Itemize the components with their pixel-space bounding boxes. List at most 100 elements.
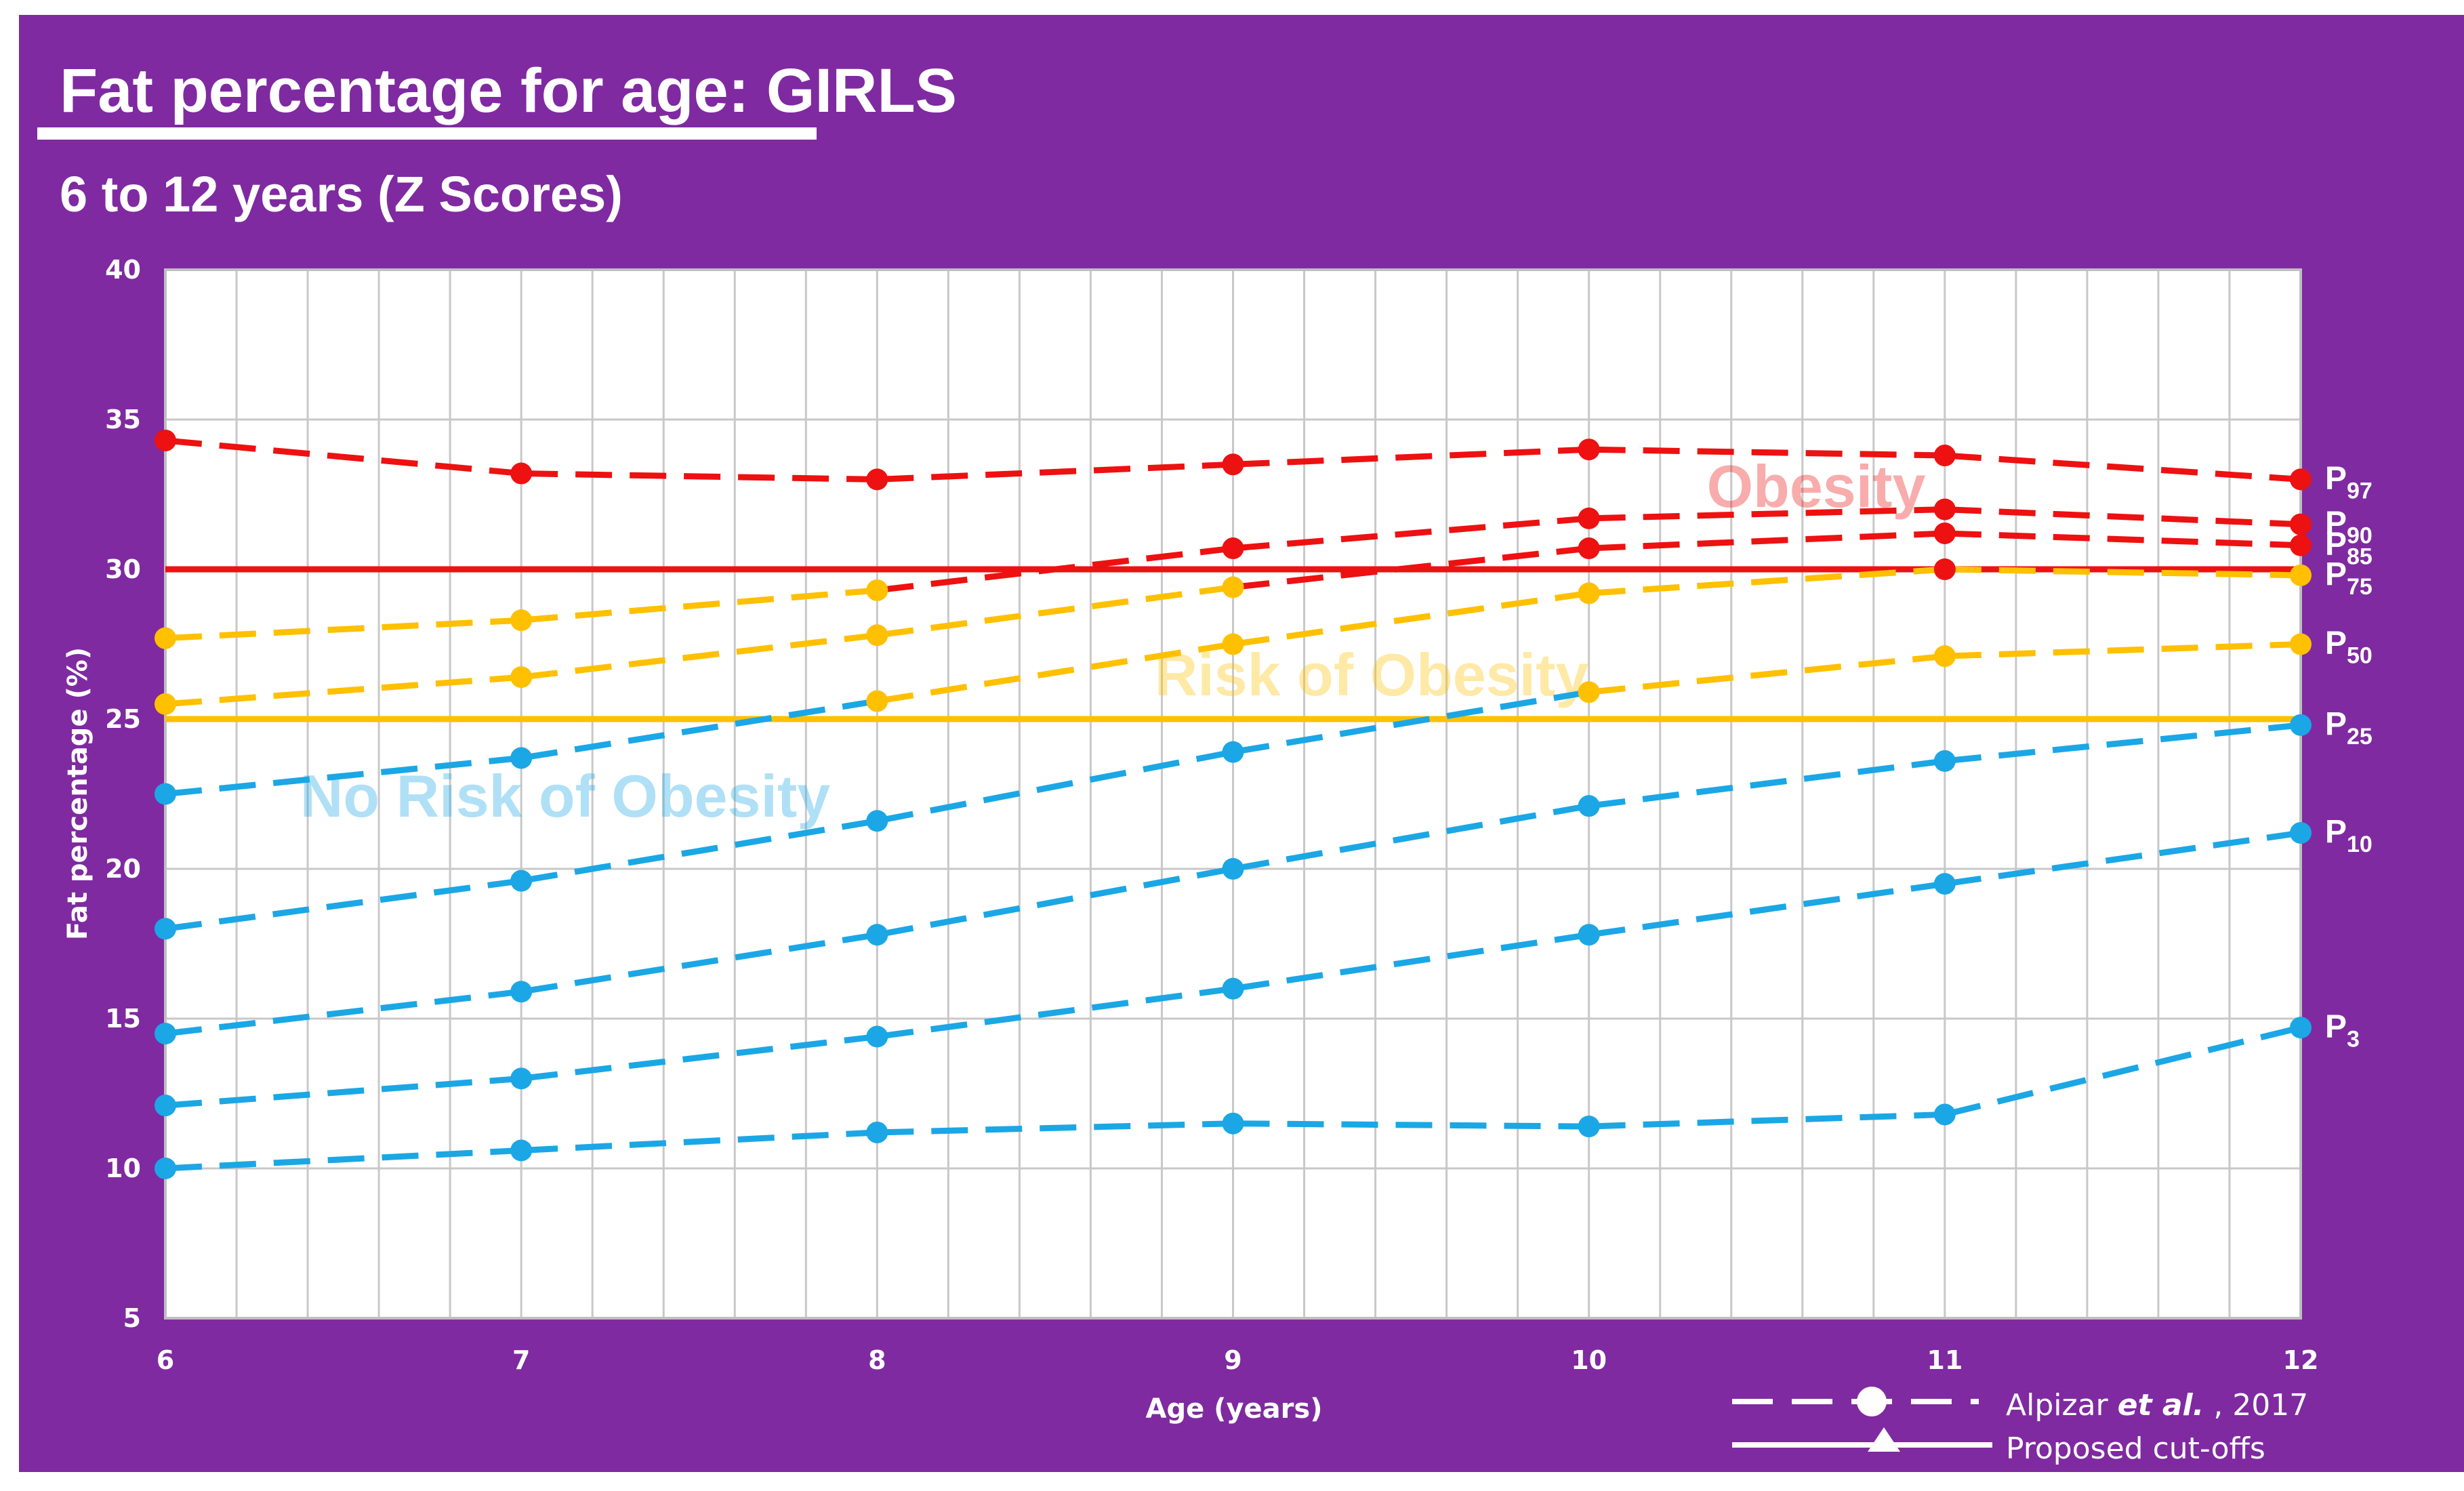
percentile-letter: P: [2325, 706, 2347, 742]
series-segment: [521, 470, 878, 483]
x-tick-label: 12: [2283, 1345, 2319, 1375]
series-segment: [520, 1034, 878, 1082]
data-point: [1933, 1103, 1956, 1126]
series-segment: [165, 1075, 522, 1109]
percentile-label-P75: P75: [2325, 556, 2373, 600]
legend-reference-author: Alpizar: [2006, 1388, 2118, 1423]
series-segment: [1588, 653, 1946, 695]
data-point: [510, 981, 533, 1003]
white-frame-bottom: [0, 1472, 2464, 1491]
series-segment: [1588, 566, 1946, 596]
series-segment: [1588, 506, 1945, 522]
series-P50: [155, 633, 2312, 940]
data-point: [155, 918, 176, 940]
y-tick-label: 15: [105, 1004, 141, 1034]
data-point: [1578, 795, 1600, 817]
data-point: [1933, 750, 1956, 772]
data-point: [2290, 633, 2312, 655]
x-tick-label: 11: [1927, 1345, 1963, 1375]
data-point: [510, 666, 533, 689]
y-tick-label: 10: [105, 1153, 141, 1183]
chart-title: Fat percentage for age: GIRLS: [60, 56, 957, 125]
series-segment: [1232, 689, 1590, 756]
percentile-letter: P: [2325, 626, 2347, 661]
white-frame-top: [0, 0, 2464, 15]
series-segment: [877, 461, 1233, 483]
data-point: [2290, 1017, 2312, 1039]
series-segment: [165, 754, 522, 797]
data-point: [2290, 513, 2312, 535]
series-segment: [1944, 452, 2301, 483]
data-point: [1578, 1116, 1600, 1138]
x-tick-label: 8: [868, 1345, 886, 1375]
data-point: [2290, 468, 2312, 491]
y-tick-label: 25: [105, 704, 141, 734]
series-segment: [520, 931, 878, 995]
series-segment: [165, 1147, 522, 1172]
percentile-subscript: 10: [2347, 832, 2373, 857]
data-point: [1933, 498, 1956, 520]
series-segment: [1233, 1120, 1589, 1130]
data-point: [866, 690, 888, 712]
series-segment: [1944, 506, 2301, 528]
series-segment: [520, 698, 878, 761]
data-point: [1578, 507, 1600, 529]
y-tick-label: 30: [105, 554, 141, 584]
series-segment: [520, 632, 878, 680]
y-tick-label: 20: [105, 854, 141, 884]
data-point: [866, 468, 888, 491]
x-tick-label: 6: [157, 1345, 174, 1375]
data-point: [155, 1023, 176, 1045]
legend-triangle-marker: [1868, 1427, 1900, 1452]
series-segment: [1232, 802, 1590, 872]
series-segment: [165, 617, 522, 642]
percentile-label-P85: P85: [2325, 527, 2373, 570]
data-point: [1222, 977, 1244, 1000]
percentile-letter: P: [2325, 460, 2347, 496]
percentile-subscript: 75: [2347, 574, 2373, 600]
white-frame-left: [0, 0, 19, 1491]
series-segment: [165, 878, 522, 932]
data-point: [155, 783, 176, 805]
series-segment: [520, 587, 878, 624]
series-segment: [165, 437, 522, 477]
data-point: [1222, 453, 1244, 476]
series-P25: [155, 714, 2312, 1045]
percentile-letter: P: [2325, 814, 2347, 850]
percentile-letter: P: [2325, 527, 2347, 563]
series-segment: [876, 749, 1234, 824]
data-point: [155, 429, 176, 451]
data-point: [1933, 522, 1956, 544]
x-tick-label: 9: [1224, 1345, 1241, 1375]
data-point: [1933, 645, 1956, 668]
legend-reference-etal: et al.: [2118, 1388, 2204, 1423]
percentile-letter: P: [2325, 556, 2347, 592]
data-point: [2290, 821, 2312, 844]
data-point: [1222, 537, 1244, 560]
data-point: [866, 1121, 888, 1143]
y-tick-label: 40: [105, 255, 141, 285]
series-segment: [165, 674, 522, 708]
data-point: [155, 693, 176, 715]
percentile-subscript: 85: [2347, 544, 2373, 570]
data-point: [1933, 445, 1956, 467]
series-segment: [1944, 566, 2301, 579]
data-point: [510, 870, 533, 892]
data-point: [155, 627, 176, 649]
series-segment: [1233, 515, 1590, 552]
y-tick-label: 5: [123, 1303, 141, 1333]
data-point: [155, 1158, 176, 1179]
x-axis-ticks: 6 7 8 9 10 11 12: [157, 1345, 2319, 1375]
series-segment: [520, 817, 878, 884]
legend: Alpizar et al. , 2017 Proposed cut-offs: [1732, 1387, 2308, 1466]
chart-subtitle: 6 to 12 years (Z Scores): [60, 166, 623, 222]
series-segment: [520, 1129, 878, 1153]
series-segment: [1944, 722, 2301, 764]
zone-label-no-risk: No Risk of Obesity: [300, 762, 830, 830]
percentile-label-P3: P3: [2325, 1008, 2360, 1052]
data-point: [866, 1025, 888, 1048]
percentile-label-P50: P50: [2325, 626, 2373, 669]
data-point: [2290, 714, 2312, 736]
